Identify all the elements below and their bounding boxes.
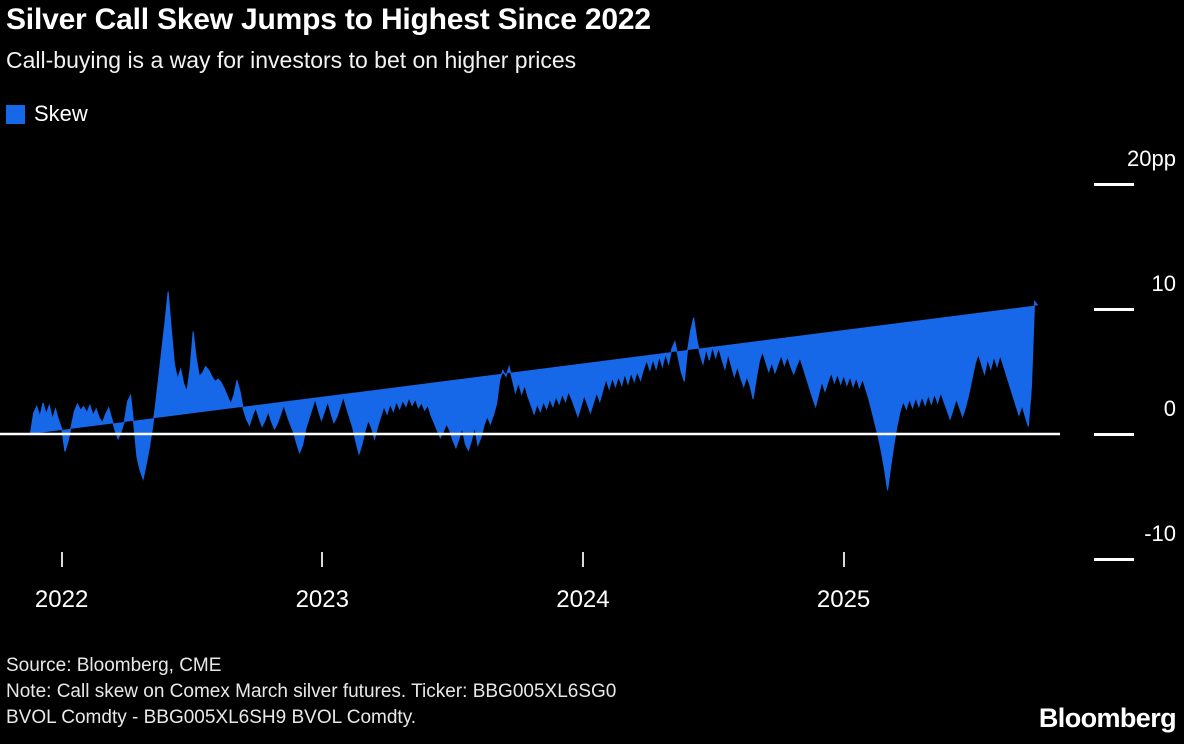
legend-item-label: Skew xyxy=(34,101,88,126)
note-line-2: BVOL Comdty - BBG005XL6SH9 BVOL Comdty. xyxy=(6,707,417,728)
square-swatch-icon xyxy=(6,104,25,124)
series-skew xyxy=(30,291,1039,491)
y-tick-rule xyxy=(1094,558,1134,561)
y-tick-rule xyxy=(1094,433,1134,436)
y-tick-label: 20pp xyxy=(1127,146,1176,171)
y-tick-label: 0 xyxy=(1163,396,1176,421)
y-tick-rule xyxy=(1094,308,1134,311)
skew-area-chart xyxy=(0,291,1060,491)
x-tick-label: 2024 xyxy=(556,586,610,613)
y-tick-label: 10 xyxy=(1151,271,1176,296)
y-tick-label: -10 xyxy=(1144,521,1176,546)
series-area-skew xyxy=(30,291,1039,491)
x-tick-label: 2023 xyxy=(295,586,349,613)
x-tick-mark xyxy=(321,552,324,567)
page-subtitle: Call-buying is a way for investors to be… xyxy=(6,47,577,73)
y-tick-rule xyxy=(1094,183,1134,186)
footer-notes: Source: Bloomberg, CME Note: Call skew o… xyxy=(6,653,1006,731)
chart-legend: Skew xyxy=(6,103,88,125)
page-title: Silver Call Skew Jumps to Highest Since … xyxy=(6,3,651,36)
source-line: Source: Bloomberg, CME xyxy=(6,655,222,676)
note-line-1: Note: Call skew on Comex March silver fu… xyxy=(6,681,617,702)
x-tick-mark xyxy=(60,552,63,567)
x-tick-label: 2022 xyxy=(34,586,89,613)
chart-plot-area xyxy=(0,130,1184,590)
x-tick-mark xyxy=(581,552,584,567)
x-tick-label: 2025 xyxy=(816,586,871,613)
bloomberg-logo: Bloomberg xyxy=(1038,703,1177,733)
x-tick-mark xyxy=(842,552,845,567)
